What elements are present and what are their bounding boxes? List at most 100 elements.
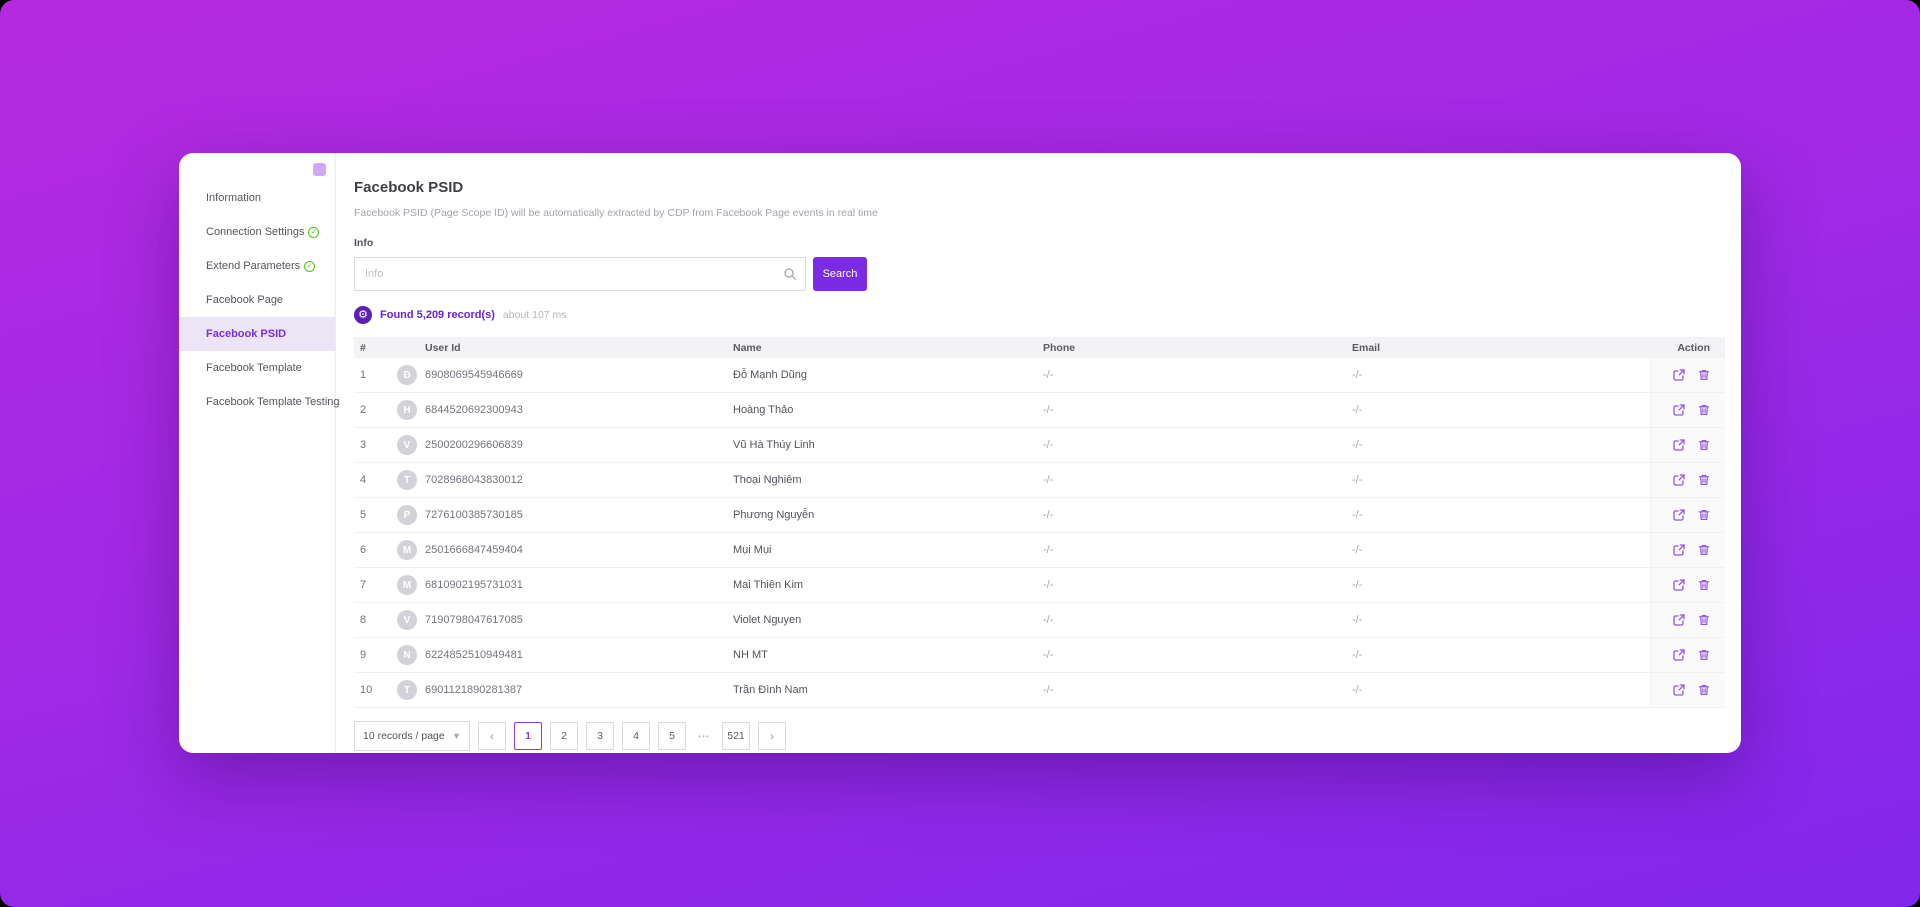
user-name: Violet Nguyen <box>733 614 802 626</box>
page-button-1[interactable]: 1 <box>514 722 542 750</box>
user-id: 6224852510949481 <box>425 649 523 661</box>
open-record-button[interactable] <box>1672 508 1687 523</box>
search-field-label: Info <box>354 237 374 249</box>
delete-record-button[interactable] <box>1697 403 1712 418</box>
sidebar-item-label: Facebook Template <box>206 362 302 374</box>
open-record-button[interactable] <box>1672 438 1687 453</box>
open-record-button[interactable] <box>1672 403 1687 418</box>
search-input-wrap <box>354 257 806 291</box>
user-phone: -/- <box>1043 439 1054 451</box>
user-phone: -/- <box>1043 509 1054 521</box>
delete-record-button[interactable] <box>1697 438 1712 453</box>
sidebar-item-facebook-template[interactable]: Facebook Template <box>179 351 335 385</box>
open-record-button[interactable] <box>1672 613 1687 628</box>
user-email: -/- <box>1352 614 1363 626</box>
user-id-cell: M 2501666847459404 <box>395 540 733 560</box>
connected-check-icon: ✓ <box>304 260 316 272</box>
user-name: Mụi Mụi <box>733 544 772 556</box>
search-button[interactable]: Search <box>813 257 867 291</box>
user-name: Thoại Nghiêm <box>733 474 802 486</box>
delete-record-button[interactable] <box>1697 578 1712 593</box>
sidebar-item-label: Facebook PSID <box>206 328 287 340</box>
user-name: NH MT <box>733 649 768 661</box>
open-record-button[interactable] <box>1672 543 1687 558</box>
avatar: T <box>397 470 417 490</box>
last-page-button[interactable]: 521 <box>722 722 750 750</box>
open-record-button[interactable] <box>1672 648 1687 663</box>
open-record-button[interactable] <box>1672 473 1687 488</box>
connected-check-icon: ✓ <box>308 226 320 238</box>
avatar: M <box>397 575 417 595</box>
row-index: 8 <box>360 614 367 626</box>
page-size-select[interactable]: 10 records / page ▼ <box>354 721 470 751</box>
table-row: 6 M 2501666847459404 Mụi Mụi -/- -/- <box>354 533 1725 568</box>
table-header-row: # User Id Name Phone Email Action <box>354 337 1725 358</box>
action-cell <box>1650 463 1725 497</box>
sidebar-item-facebook-page[interactable]: Facebook Page <box>179 283 335 317</box>
action-cell <box>1650 673 1725 707</box>
table-row: 4 T 7028968043830012 Thoại Nghiêm -/- -/- <box>354 463 1725 498</box>
page-button-3[interactable]: 3 <box>586 722 614 750</box>
user-id-cell: V 2500200296606839 <box>395 435 733 455</box>
delete-record-button[interactable] <box>1697 613 1712 628</box>
user-phone: -/- <box>1043 404 1054 416</box>
open-record-button[interactable] <box>1672 368 1687 383</box>
page-button-4[interactable]: 4 <box>622 722 650 750</box>
delete-record-button[interactable] <box>1697 508 1712 523</box>
prev-page-button[interactable]: ‹ <box>478 722 506 750</box>
delete-record-button[interactable] <box>1697 648 1712 663</box>
user-name: Mai Thiên Kim <box>733 579 804 591</box>
user-id: 6844520692300943 <box>425 404 523 416</box>
user-name: Vũ Hà Thúy Linh <box>733 439 815 451</box>
action-cell <box>1650 498 1725 532</box>
avatar: T <box>397 680 417 700</box>
user-id: 2501666847459404 <box>425 544 523 556</box>
delete-record-button[interactable] <box>1697 473 1712 488</box>
column-header-user-id: User Id <box>425 341 461 354</box>
page-button-2[interactable]: 2 <box>550 722 578 750</box>
delete-record-button[interactable] <box>1697 683 1712 698</box>
action-cell <box>1650 358 1725 392</box>
sidebar-item-connection-settings[interactable]: Connection Settings ✓ <box>179 215 335 249</box>
pagination-ellipsis[interactable]: ••• <box>694 722 714 750</box>
delete-record-button[interactable] <box>1697 368 1712 383</box>
user-email: -/- <box>1352 439 1363 451</box>
user-phone: -/- <box>1043 649 1054 661</box>
search-input[interactable] <box>354 257 806 291</box>
row-index: 10 <box>360 684 373 696</box>
page-button-5[interactable]: 5 <box>658 722 686 750</box>
row-index: 3 <box>360 439 367 451</box>
open-record-button[interactable] <box>1672 683 1687 698</box>
avatar: V <box>397 610 417 630</box>
user-id: 6908069545946669 <box>425 369 523 381</box>
column-header-email: Email <box>1352 341 1381 354</box>
user-email: -/- <box>1352 544 1363 556</box>
table-row: 2 H 6844520692300943 Hoàng Thảo -/- -/- <box>354 393 1725 428</box>
column-header-action: Action <box>1677 341 1710 354</box>
sidebar-item-information[interactable]: Information <box>179 181 335 215</box>
user-phone: -/- <box>1043 579 1054 591</box>
delete-record-button[interactable] <box>1697 543 1712 558</box>
column-header-name: Name <box>733 341 762 354</box>
user-name: Trần Đình Nam <box>733 684 808 696</box>
sidebar-item-label: Information <box>206 192 262 204</box>
search-row: Search <box>354 257 1725 291</box>
sidebar-collapse-icon[interactable] <box>313 163 326 176</box>
next-page-button[interactable]: › <box>758 722 786 750</box>
action-cell <box>1650 393 1725 427</box>
user-name: Phương Nguyễn <box>733 509 815 521</box>
open-record-button[interactable] <box>1672 578 1687 593</box>
query-duration-text: about 107 ms <box>502 309 567 321</box>
sidebar-item-facebook-psid[interactable]: Facebook PSID <box>179 317 335 351</box>
sidebar-item-extend-parameters[interactable]: Extend Parameters ✓ <box>179 249 335 283</box>
results-summary: ⚙ Found 5,209 record(s) about 107 ms <box>354 306 1725 324</box>
user-phone: -/- <box>1043 684 1054 696</box>
user-id: 6901121890281387 <box>425 684 523 696</box>
sidebar-item-facebook-template-testing[interactable]: Facebook Template Testing <box>179 385 340 419</box>
table-row: 3 V 2500200296606839 Vũ Hà Thúy Linh -/- -/- <box>354 428 1725 463</box>
table-row: 5 P 7276100385730185 Phương Nguyễn -/- -/- <box>354 498 1725 533</box>
page-title: Facebook PSID <box>354 179 464 196</box>
user-phone: -/- <box>1043 544 1054 556</box>
table-row: 8 V 7190798047617085 Violet Nguyen -/- -/- <box>354 603 1725 638</box>
table-row: 9 N 6224852510949481 NH MT -/- -/- <box>354 638 1725 673</box>
